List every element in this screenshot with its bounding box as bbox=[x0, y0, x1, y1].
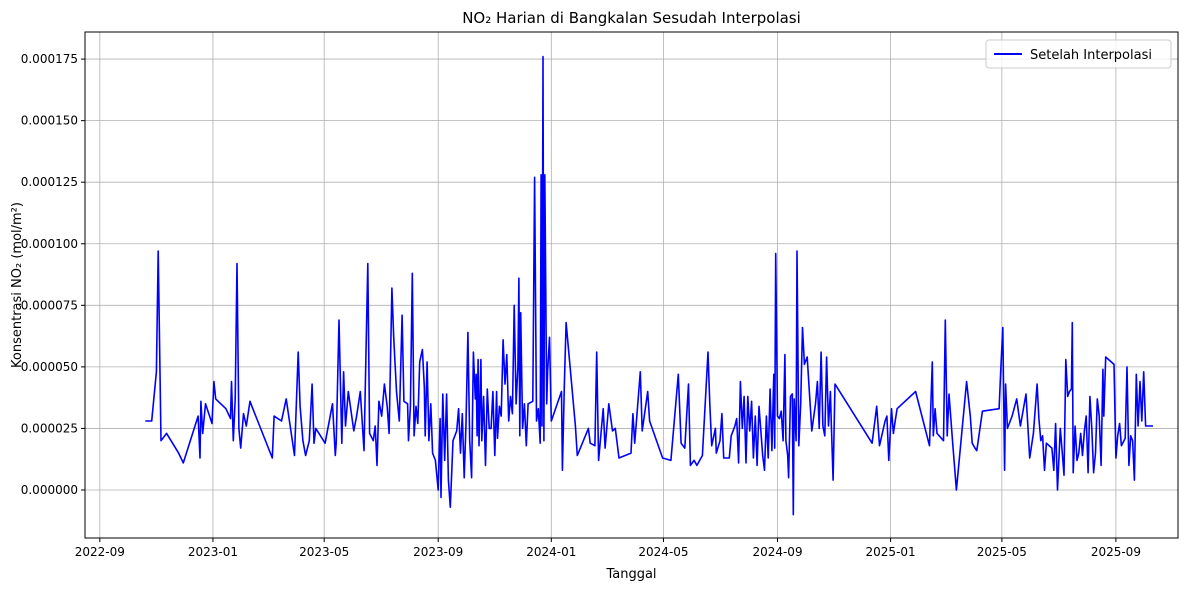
x-tick-label: 2024-05 bbox=[638, 545, 688, 559]
x-tick-label: 2024-09 bbox=[752, 545, 802, 559]
y-tick-label: 0.000050 bbox=[21, 360, 78, 374]
x-tick-label: 2022-09 bbox=[75, 545, 125, 559]
series-line bbox=[145, 55, 1153, 516]
x-tick-label: 2024-01 bbox=[526, 545, 576, 559]
y-tick-label: 0.000125 bbox=[21, 175, 78, 189]
x-axis-label: Tanggal bbox=[605, 567, 656, 582]
y-axis-label: Konsentrasi NO₂ (mol/m²) bbox=[10, 202, 25, 368]
x-tick-label: 2023-05 bbox=[299, 545, 349, 559]
x-tick-label: 2023-01 bbox=[188, 545, 238, 559]
y-tick-label: 0.000100 bbox=[21, 237, 78, 251]
x-tick-label: 2025-09 bbox=[1091, 545, 1141, 559]
x-axis: 2022-09 2023-01 2023-05 2023-09 2024-01 2024-… bbox=[75, 538, 1141, 559]
y-axis: 0.000000 0.000025 0.000050 0.000075 0.000100… bbox=[21, 52, 85, 497]
plot-frame bbox=[84, 31, 1179, 539]
x-tick-label: 2025-01 bbox=[866, 545, 916, 559]
x-tick-label: 2023-09 bbox=[413, 545, 463, 559]
legend-box bbox=[985, 39, 1172, 69]
series-group bbox=[145, 55, 1153, 516]
chart-title: NO₂ Harian di Bangkalan Sesudah Interpol… bbox=[462, 9, 801, 27]
y-tick-label: 0.000150 bbox=[21, 114, 78, 128]
legend: Setelah Interpolasi bbox=[985, 39, 1172, 69]
legend-label: Setelah Interpolasi bbox=[1030, 48, 1152, 63]
y-tick-label: 0.000000 bbox=[21, 483, 78, 497]
y-tick-label: 0.000175 bbox=[21, 52, 78, 66]
y-tick-label: 0.000025 bbox=[21, 421, 78, 435]
y-tick-label: 0.000075 bbox=[21, 298, 78, 312]
grid bbox=[85, 32, 1178, 538]
x-tick-label: 2025-05 bbox=[977, 545, 1027, 559]
